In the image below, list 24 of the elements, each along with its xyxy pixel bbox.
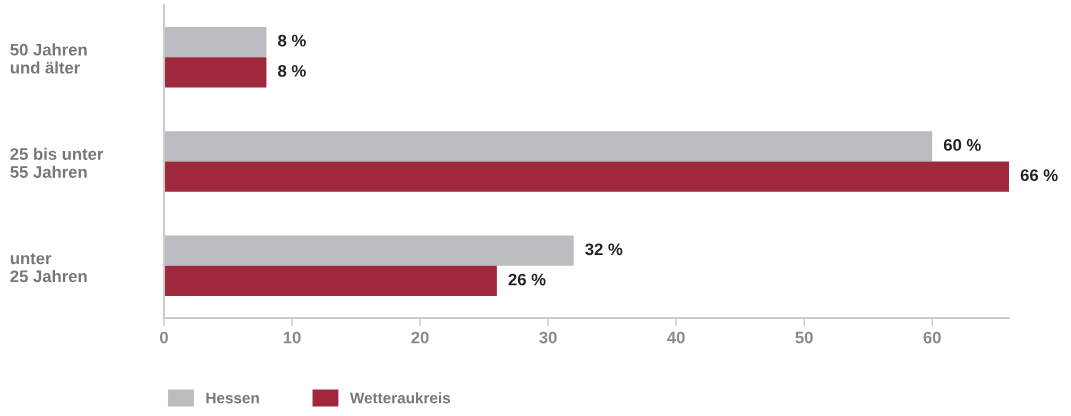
bar xyxy=(164,131,933,162)
x-tick-label: 30 xyxy=(539,331,557,344)
data-label: 8 % xyxy=(278,34,306,47)
x-tick-label: 40 xyxy=(667,331,685,344)
data-label: 66 % xyxy=(1020,169,1058,182)
bar xyxy=(164,57,267,88)
y-tick-label: unter 25 Jahren xyxy=(10,253,87,283)
y-tick-label: 25 bis unter 55 Jahren xyxy=(10,147,104,178)
data-label: 60 % xyxy=(943,139,981,151)
data-label: 26 % xyxy=(508,273,546,286)
x-tick-label: 10 xyxy=(283,331,301,344)
data-label: 32 % xyxy=(585,243,623,256)
bar xyxy=(164,26,267,58)
data-label: 8 % xyxy=(278,64,306,77)
bar xyxy=(164,161,1009,192)
x-tick-label: 50 xyxy=(795,331,813,344)
bar xyxy=(164,235,574,266)
x-tick-label: 0 xyxy=(160,331,168,344)
x-tick-label: 20 xyxy=(411,331,429,344)
legend-label: Hessen xyxy=(206,392,259,404)
y-tick-label: 50 Jahren und älter xyxy=(10,43,87,74)
x-tick-label: 60 xyxy=(923,331,941,344)
bar xyxy=(164,265,497,297)
legend-label: Wetteraukreis xyxy=(349,392,451,404)
